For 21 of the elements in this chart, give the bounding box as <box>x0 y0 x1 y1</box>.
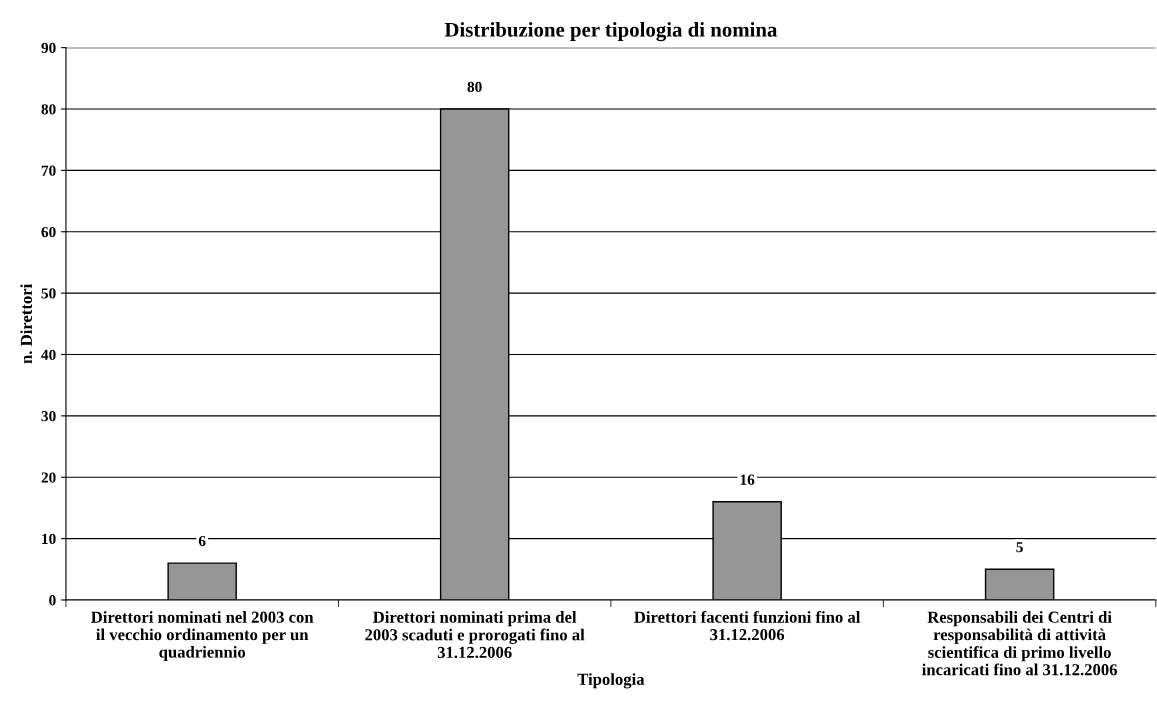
y-tick-label: 40 <box>41 349 56 360</box>
data-label: 6 <box>198 535 206 547</box>
y-tick-label: 80 <box>41 104 56 115</box>
chart-title: Distribuzione per tipologia di nomina <box>444 22 778 42</box>
y-tick-label: 70 <box>41 165 56 176</box>
x-tick-label: Direttori facenti funzioni fino al 31.12.2006 <box>634 610 861 641</box>
y-tick-label: 90 <box>41 42 56 54</box>
x-tick-label: Direttori nominati nel 2003 con il vecchio ordinamento per un quadriennio <box>91 611 314 662</box>
x-tick-label: Responsabili dei Centri di responsabilità di attività scientifica di primo livello incaricati fino al 31.12.2006 <box>922 611 1118 676</box>
data-label: 80 <box>467 81 482 93</box>
y-tick-label: 50 <box>41 288 56 299</box>
y-tick-label: 30 <box>41 411 56 422</box>
x-axis-title: Tipologia <box>577 673 645 689</box>
y-tick-label: 60 <box>41 226 56 238</box>
data-label: 16 <box>740 474 755 485</box>
data-label: 5 <box>1016 542 1023 553</box>
y-axis-title: n. Direttori <box>20 283 33 364</box>
x-tick-label: Direttori nominati prima del 2003 scaduti e prorogati fino al 31.12.2006 <box>365 611 585 659</box>
y-tick-label: 0 <box>49 595 56 606</box>
y-tick-label: 10 <box>42 533 56 545</box>
y-tick-label: 20 <box>41 472 56 483</box>
